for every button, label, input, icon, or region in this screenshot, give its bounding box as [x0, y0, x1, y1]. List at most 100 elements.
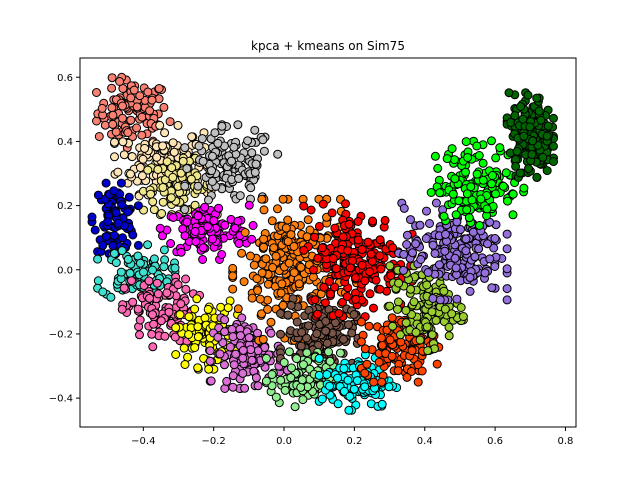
scatter-point-cluster-14 [380, 215, 390, 225]
scatter-point-cluster-14 [371, 275, 381, 285]
scatter-point-cluster-17 [428, 240, 438, 250]
scatter-point-cluster-18 [508, 210, 518, 220]
scatter-point-cluster-10 [245, 251, 255, 261]
scatter-point-cluster-9 [220, 327, 230, 337]
scatter-point-cluster-4 [108, 241, 118, 251]
scatter-point-cluster-14 [313, 253, 323, 263]
scatter-point-cluster-4 [90, 225, 100, 235]
scatter-point-cluster-9 [228, 382, 238, 392]
y-tick-label: 0.0 [57, 265, 73, 276]
scatter-point-cluster-17 [411, 239, 421, 249]
scatter-point-cluster-6 [98, 287, 108, 297]
scatter-point-cluster-13 [333, 399, 343, 409]
scatter-point-cluster-18 [463, 153, 473, 162]
scatter-point-cluster-1 [173, 120, 183, 130]
scatter-point-cluster-14 [331, 264, 341, 273]
x-tick-label: 0.6 [487, 436, 503, 447]
scatter-point-cluster-5 [203, 222, 213, 232]
scatter-point-cluster-12 [284, 347, 294, 357]
scatter-point-cluster-14 [326, 289, 335, 299]
scatter-point-cluster-7 [133, 304, 143, 314]
scatter-point-cluster-4 [101, 232, 111, 241]
scatter-point-cluster-15 [417, 366, 427, 376]
scatter-point-cluster-15 [385, 335, 395, 345]
scatter-point-cluster-18 [454, 196, 464, 206]
scatter-point-cluster-1 [119, 150, 129, 160]
scatter-point-cluster-6 [106, 292, 116, 302]
scatter-point-cluster-6 [93, 254, 103, 264]
scatter-point-cluster-14 [344, 219, 354, 229]
scatter-point-cluster-9 [238, 368, 248, 378]
scatter-point-cluster-7 [181, 284, 191, 294]
scatter-point-cluster-14 [351, 294, 361, 304]
scatter-point-cluster-14 [314, 221, 324, 231]
scatter-point-cluster-10 [259, 205, 269, 215]
scatter-point-cluster-12 [325, 356, 335, 366]
scatter-point-cluster-18 [472, 169, 482, 179]
scatter-point-cluster-9 [237, 313, 247, 323]
scatter-point-cluster-15 [364, 321, 374, 331]
scatter-point-cluster-14 [363, 237, 373, 247]
scatter-point-cluster-7 [145, 293, 154, 303]
scatter-point-cluster-0 [126, 93, 136, 103]
scatter-point-cluster-3 [180, 143, 190, 153]
scatter-point-cluster-7 [119, 283, 129, 293]
x-tick-label: 0.4 [417, 436, 433, 447]
scatter-point-cluster-3 [251, 159, 261, 169]
scatter-point-cluster-4 [133, 201, 143, 211]
scatter-point-cluster-18 [430, 151, 440, 161]
scatter-point-cluster-3 [217, 121, 227, 131]
scatter-point-cluster-10 [303, 215, 313, 225]
scatter-point-cluster-5 [166, 239, 176, 248]
scatter-point-cluster-16 [444, 322, 454, 332]
scatter-point-cluster-17 [452, 294, 462, 304]
scatter-point-cluster-18 [487, 179, 497, 189]
scatter-point-cluster-13 [317, 394, 327, 404]
scatter-point-cluster-5 [217, 250, 227, 259]
scatter-point-cluster-4 [123, 207, 133, 217]
scatter-point-cluster-4 [116, 178, 126, 188]
scatter-point-cluster-16 [422, 322, 432, 332]
scatter-point-cluster-0 [107, 103, 117, 113]
scatter-point-cluster-3 [229, 142, 239, 152]
scatter-point-cluster-0 [147, 95, 157, 105]
scatter-point-cluster-12 [261, 376, 271, 386]
scatter-point-cluster-9 [244, 333, 254, 343]
scatter-point-cluster-5 [230, 223, 240, 233]
scatter-point-cluster-17 [415, 220, 425, 230]
scatter-point-cluster-1 [187, 132, 197, 142]
scatter-point-cluster-1 [160, 128, 170, 138]
scatter-point-cluster-6 [109, 249, 119, 258]
scatter-point-cluster-12 [292, 354, 302, 364]
scatter-point-cluster-2 [158, 183, 168, 192]
scatter-point-cluster-6 [159, 245, 169, 255]
scatter-point-cluster-18 [467, 195, 477, 205]
scatter-point-cluster-14 [309, 265, 318, 275]
scatter-point-cluster-11 [276, 329, 285, 339]
scatter-point-cluster-10 [296, 262, 306, 272]
scatter-point-cluster-0 [129, 85, 139, 95]
scatter-point-cluster-12 [298, 395, 308, 405]
scatter-point-cluster-16 [385, 261, 395, 271]
scatter-point-cluster-17 [421, 234, 431, 243]
x-tick-label: −0.4 [131, 436, 155, 447]
scatter-point-cluster-7 [164, 307, 174, 317]
scatter-point-cluster-5 [191, 237, 201, 247]
scatter-point-cluster-11 [297, 327, 307, 337]
scatter-point-cluster-15 [360, 368, 370, 378]
scatter-point-cluster-15 [377, 377, 387, 387]
scatter-point-cluster-15 [413, 360, 423, 370]
scatter-point-cluster-11 [283, 310, 293, 320]
scatter-point-cluster-17 [399, 249, 409, 259]
scatter-point-cluster-3 [227, 156, 236, 166]
scatter-point-cluster-10 [228, 271, 238, 281]
scatter-point-cluster-16 [385, 301, 395, 311]
scatter-point-cluster-3 [259, 146, 269, 156]
scatter-point-cluster-0 [100, 120, 110, 130]
scatter-point-cluster-1 [158, 141, 168, 151]
scatter-point-cluster-5 [155, 223, 165, 233]
scatter-point-cluster-17 [465, 286, 475, 296]
scatter-point-cluster-17 [502, 264, 512, 274]
scatter-point-cluster-5 [214, 203, 224, 213]
